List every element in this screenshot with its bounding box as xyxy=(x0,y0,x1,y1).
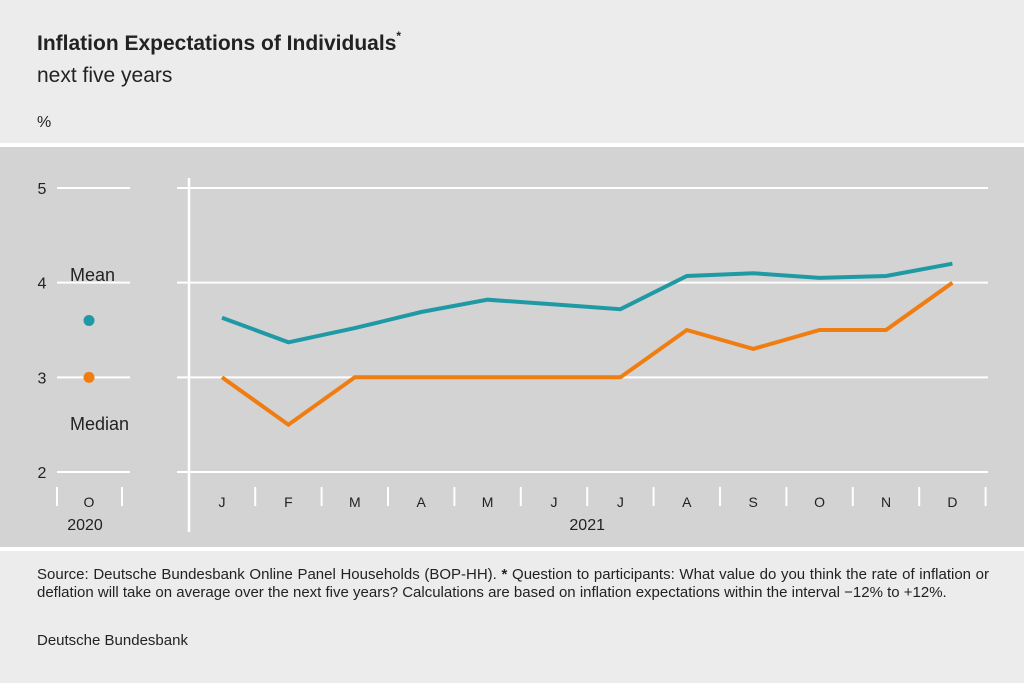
data-point-mean-8 xyxy=(753,273,754,274)
data-point-median-2 xyxy=(354,377,355,378)
x-tick-label-2021-3: A xyxy=(417,494,427,510)
x-tick-label-2021-10: N xyxy=(881,494,891,510)
x-tick-label-2020-O: O xyxy=(84,494,95,510)
data-point-median-9 xyxy=(819,330,820,331)
x-tick-label-2021-4: M xyxy=(482,494,494,510)
y-tick-label-4: 4 xyxy=(38,276,47,293)
data-point-median-0 xyxy=(222,377,223,378)
source-footnote: Source: Deutsche Bundesbank Online Panel… xyxy=(37,566,989,601)
legend-label-median: Median xyxy=(70,414,130,434)
chart-title-text: Inflation Expectations of Individuals xyxy=(37,32,397,55)
x-tick-label-2021-8: S xyxy=(749,494,758,510)
series-line-median xyxy=(220,281,954,428)
credit: Deutsche Bundesbank xyxy=(37,632,188,649)
data-point-mean-2 xyxy=(354,328,355,329)
x-tick-label-2021-7: A xyxy=(682,494,692,510)
data-point-mean-0 xyxy=(222,317,223,318)
data-point-2020-median xyxy=(83,371,95,383)
chart-subtitle: next five years xyxy=(37,64,173,87)
data-point-2020-mean xyxy=(83,315,95,327)
title-footnote-marker: * xyxy=(396,29,402,43)
data-point-median-1 xyxy=(288,424,289,425)
data-point-median-7 xyxy=(686,330,687,331)
data-point-median-6 xyxy=(620,377,621,378)
data-point-median-8 xyxy=(753,348,754,349)
x-tick-label-2021-11: D xyxy=(947,494,957,510)
data-point-median-5 xyxy=(554,377,555,378)
plot-panel xyxy=(0,143,1024,551)
x-tick-label-2021-5: J xyxy=(551,494,558,510)
data-point-mean-11 xyxy=(952,263,953,264)
data-point-median-4 xyxy=(487,377,488,378)
x-tick-label-2021-0: J xyxy=(219,494,226,510)
x-tick-label-2021-2: M xyxy=(349,494,361,510)
data-point-mean-4 xyxy=(487,299,488,300)
series-line-mean xyxy=(221,261,953,345)
legend-label-mean: Mean xyxy=(70,265,116,285)
data-point-median-10 xyxy=(886,330,887,331)
footnote-text: Question to participants: What value do … xyxy=(37,566,990,601)
data-point-median-3 xyxy=(421,377,422,378)
footnote-source: Source: Deutsche Bundesbank Online Panel… xyxy=(37,566,497,583)
x-tick-label-2021-9: O xyxy=(814,494,825,510)
year-label-2021: 2021 xyxy=(569,517,605,534)
data-point-mean-7 xyxy=(686,276,687,277)
data-point-mean-6 xyxy=(620,309,621,310)
x-tick-label-2021-1: F xyxy=(284,494,293,510)
x-tick-label-2021-6: J xyxy=(617,494,624,510)
year-label-2020: 2020 xyxy=(67,517,103,534)
data-point-median-11 xyxy=(952,282,953,283)
data-point-mean-9 xyxy=(819,277,820,278)
footnote-marker: * xyxy=(501,566,508,583)
y-tick-label-3: 3 xyxy=(38,370,47,387)
y-axis-unit: % xyxy=(37,114,52,131)
y-tick-label-5: 5 xyxy=(38,181,47,198)
y-tick-label-2: 2 xyxy=(38,465,47,482)
data-point-mean-3 xyxy=(421,312,422,313)
chart-title: Inflation Expectations of Individuals* xyxy=(37,29,402,56)
data-point-mean-5 xyxy=(554,304,555,305)
data-point-mean-10 xyxy=(886,276,887,277)
data-point-mean-1 xyxy=(288,342,289,343)
